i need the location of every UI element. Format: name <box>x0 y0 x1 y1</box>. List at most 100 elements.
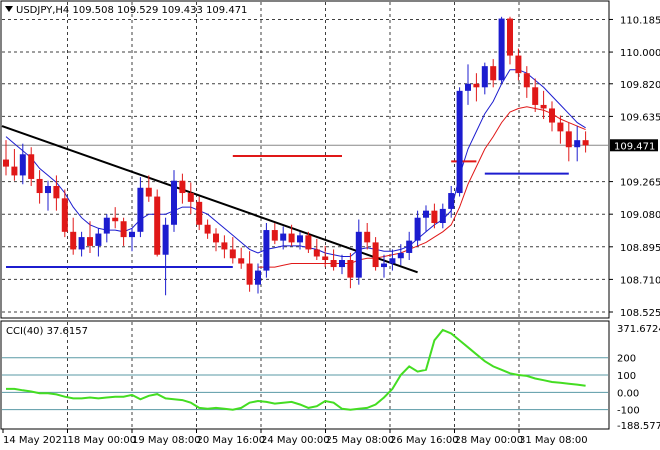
candle-body <box>45 185 51 194</box>
time-label: 20 May 16:00 <box>197 435 266 446</box>
candle-body <box>280 233 287 241</box>
candle-body <box>574 140 581 148</box>
fast-ma-path <box>5 69 586 257</box>
candle-body <box>473 83 480 88</box>
time-label: 18 May 00:00 <box>68 435 137 446</box>
candle-body <box>187 193 194 202</box>
cci-axis-label: 200 <box>617 354 636 365</box>
current-price-tag: 109.471 <box>610 139 658 152</box>
price-label: 108.895 <box>620 243 660 254</box>
price-label: 109.080 <box>620 210 660 221</box>
cci-axis-label: -188.5774 <box>617 421 660 432</box>
candle-body <box>129 231 135 238</box>
candle-body <box>271 230 278 241</box>
candle-body <box>19 154 26 176</box>
cci-level-lines <box>2 357 608 411</box>
candle-body <box>70 231 77 250</box>
cci-axis: 371.6724 200 100 0.00 -100 -188.5774 <box>617 324 660 432</box>
candle-body <box>364 231 371 243</box>
candle-body <box>448 193 455 209</box>
price-label: 109.265 <box>620 178 660 189</box>
cci-axis-label: 371.6724 <box>617 324 660 335</box>
candle-body <box>103 217 110 234</box>
time-label: 14 May 2021 <box>3 435 68 446</box>
candle-body <box>263 230 270 271</box>
candle-body <box>423 210 429 218</box>
candle-body <box>465 83 471 91</box>
candle-body <box>28 154 35 179</box>
time-label: 31 May 08:00 <box>519 435 588 446</box>
candle-body <box>196 201 203 225</box>
candle-body <box>95 233 102 246</box>
triangle-down-icon[interactable] <box>5 6 13 12</box>
candle-body <box>112 217 119 222</box>
candle-body <box>313 249 320 257</box>
candle-body <box>229 249 236 259</box>
candle-body <box>162 224 169 255</box>
candle-body <box>557 122 564 132</box>
candle-body <box>540 104 547 109</box>
support-resistance-lines <box>6 155 569 269</box>
candle-body <box>498 18 505 81</box>
candle-body <box>490 66 497 81</box>
candle-body <box>414 217 421 241</box>
candle-body <box>339 260 345 268</box>
candle-body <box>221 242 228 250</box>
candle-body <box>582 140 589 146</box>
candle-body <box>355 231 362 278</box>
cci-label: CCI(40) 37.6157 <box>6 326 88 337</box>
candle-body <box>297 235 303 243</box>
slow-ma-path <box>258 106 586 268</box>
candle-body <box>549 108 555 123</box>
candle-body <box>507 18 513 56</box>
candle-body <box>246 263 253 285</box>
trendline[interactable] <box>1 125 418 274</box>
candle-body <box>3 159 9 167</box>
candle-body <box>456 90 463 194</box>
candle-body <box>322 256 329 261</box>
candle-body <box>154 196 161 255</box>
candle-body <box>120 221 127 238</box>
candle-body <box>381 263 387 268</box>
candle-body <box>406 240 413 253</box>
candle-body <box>171 180 177 225</box>
candle-body <box>213 233 219 243</box>
slow-moving-average <box>258 106 586 268</box>
candle-body <box>179 180 186 194</box>
candle-body <box>431 210 438 224</box>
price-label: 108.525 <box>620 308 660 319</box>
candle-body <box>523 73 530 88</box>
fast-moving-average <box>5 69 586 257</box>
candle-body <box>288 233 295 243</box>
candlesticks[interactable] <box>3 16 589 296</box>
candle-body <box>78 237 85 250</box>
time-label: 28 May 00:00 <box>455 435 524 446</box>
candle-body <box>204 224 211 234</box>
price-axis: 110.185 110.000 109.820 109.635 109.265 109.0… <box>609 15 660 319</box>
candle-body <box>565 131 572 148</box>
trendline-path <box>1 125 418 274</box>
cci-axis-label: 0.00 <box>617 388 639 399</box>
candle-body <box>53 185 60 199</box>
candle-body <box>372 242 379 268</box>
time-label: 25 May 08:00 <box>326 435 395 446</box>
svg-text:109.471: 109.471 <box>614 141 655 152</box>
cci-axis-label: 100 <box>617 371 636 382</box>
vertical-grid <box>67 2 520 428</box>
price-label: 110.185 <box>620 15 660 26</box>
candle-body <box>397 252 404 259</box>
time-label: 26 May 16:00 <box>390 435 459 446</box>
candle-body <box>145 187 152 197</box>
price-label: 109.635 <box>620 112 660 123</box>
price-label: 109.820 <box>620 80 660 91</box>
candle-body <box>61 198 68 232</box>
cci-line <box>6 328 586 411</box>
price-label: 108.710 <box>620 275 660 286</box>
cci-axis-label: -100 <box>617 406 640 417</box>
candle-body <box>515 55 522 74</box>
cci-path <box>6 328 586 411</box>
candle-body <box>238 258 245 264</box>
candle-body <box>255 270 261 285</box>
